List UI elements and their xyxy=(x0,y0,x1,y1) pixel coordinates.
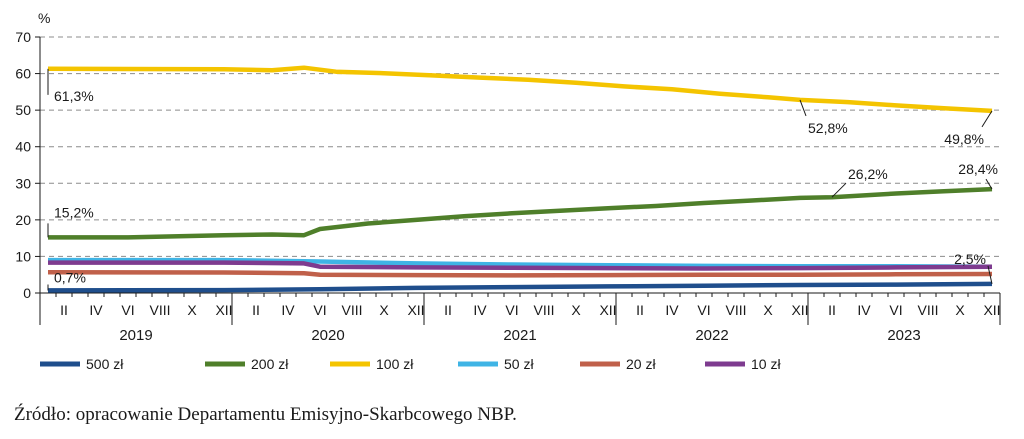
year-label: 2019 xyxy=(119,327,152,344)
annotation-label: 52,8% xyxy=(808,120,848,136)
annotation-label: 49,8% xyxy=(944,131,984,147)
annotation-leader xyxy=(985,178,993,190)
x-tick-label: VI xyxy=(889,302,902,318)
legend-label: 100 zł xyxy=(376,356,414,372)
x-tick-label: VI xyxy=(121,302,134,318)
annotation-leader xyxy=(799,99,807,117)
year-label: 2020 xyxy=(311,327,344,344)
x-tick-label: XII xyxy=(983,302,1000,318)
series-line xyxy=(47,65,993,114)
x-tick-label: II xyxy=(60,302,68,318)
legend-label: 10 zł xyxy=(751,356,781,372)
annotation-leader xyxy=(981,110,993,128)
x-tick-label: X xyxy=(763,302,773,318)
x-tick-label: XII xyxy=(215,302,232,318)
x-tick-label: IV xyxy=(473,302,487,318)
series-line xyxy=(47,269,993,278)
source-note: Źródło: opracowanie Departamentu Emisyjn… xyxy=(14,404,517,425)
x-tick-label: II xyxy=(828,302,836,318)
annotation-label: 28,4% xyxy=(958,161,998,177)
annotation-leader xyxy=(831,182,847,198)
year-label: 2022 xyxy=(695,327,728,344)
x-tick-label: IV xyxy=(281,302,295,318)
annotation-label: 2,5% xyxy=(954,251,986,267)
x-tick-label: VIII xyxy=(149,302,170,318)
series-line xyxy=(48,186,993,240)
y-tick-label: 40 xyxy=(15,139,31,155)
x-tick-label: X xyxy=(187,302,197,318)
x-tick-label: XII xyxy=(791,302,808,318)
x-tick-label: X xyxy=(955,302,965,318)
annotation-label: 0,7% xyxy=(54,269,86,285)
x-tick-label: II xyxy=(636,302,644,318)
x-tick-label: XII xyxy=(599,302,616,318)
x-tick-label: VIII xyxy=(341,302,362,318)
year-label: 2023 xyxy=(887,327,920,344)
x-tick-label: II xyxy=(252,302,260,318)
x-tick-label: VIII xyxy=(725,302,746,318)
legend-label: 200 zł xyxy=(251,356,289,372)
x-tick-label: X xyxy=(571,302,581,318)
x-tick-label: IV xyxy=(89,302,103,318)
x-tick-label: VI xyxy=(313,302,326,318)
y-tick-label: 60 xyxy=(15,66,31,82)
x-tick-label: XII xyxy=(407,302,424,318)
y-tick-label: 30 xyxy=(15,175,31,191)
y-axis-unit: % xyxy=(38,10,50,26)
annotation-label: 15,2% xyxy=(54,204,94,220)
y-tick-label: 10 xyxy=(15,248,31,264)
legend-label: 20 zł xyxy=(626,356,656,372)
x-tick-label: VIII xyxy=(917,302,938,318)
x-tick-label: II xyxy=(444,302,452,318)
year-label: 2021 xyxy=(503,327,536,344)
x-tick-label: VI xyxy=(697,302,710,318)
legend-label: 500 zł xyxy=(86,356,124,372)
x-tick-label: IV xyxy=(857,302,871,318)
annotation-leader xyxy=(987,265,993,284)
x-tick-label: VIII xyxy=(533,302,554,318)
legend-label: 50 zł xyxy=(504,356,534,372)
series-line xyxy=(48,260,993,271)
y-tick-label: 20 xyxy=(15,212,31,228)
x-tick-label: IV xyxy=(665,302,679,318)
y-tick-label: 50 xyxy=(15,102,31,118)
annotation-label: 61,3% xyxy=(54,88,94,104)
x-tick-label: VI xyxy=(505,302,518,318)
x-tick-label: X xyxy=(379,302,389,318)
annotation-label: 26,2% xyxy=(848,166,888,182)
series-line xyxy=(47,281,993,293)
y-tick-label: 0 xyxy=(23,285,31,301)
y-tick-label: 70 xyxy=(15,29,31,45)
